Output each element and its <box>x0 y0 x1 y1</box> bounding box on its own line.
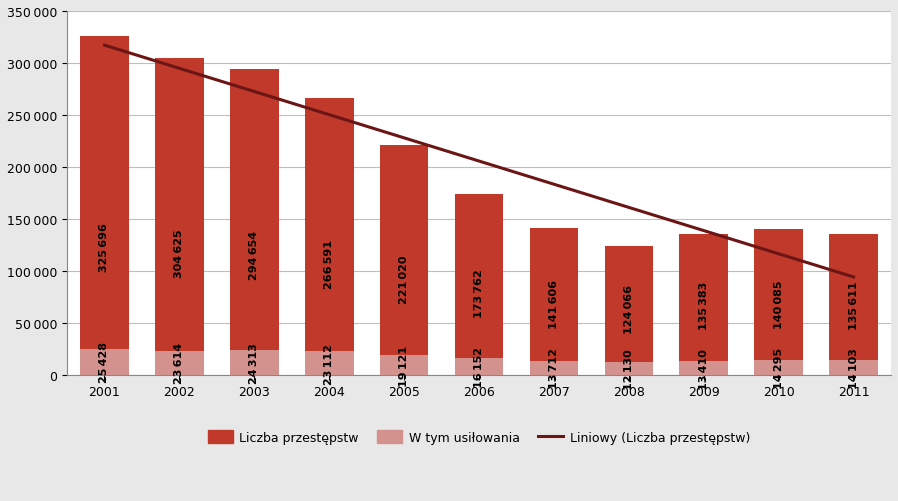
Bar <box>305 351 354 375</box>
Text: 16 152: 16 152 <box>474 347 484 387</box>
Bar <box>380 146 428 375</box>
Text: 13 712: 13 712 <box>549 348 559 389</box>
Text: 12 130: 12 130 <box>624 349 634 389</box>
Text: 14 103: 14 103 <box>849 348 858 388</box>
Legend: Liczba przestępstw, W tym usiłowania, Liniowy (Liczba przestępstw): Liczba przestępstw, W tym usiłowania, Li… <box>203 425 755 449</box>
Text: 135 383: 135 383 <box>699 282 709 330</box>
Text: 221 020: 221 020 <box>399 255 409 303</box>
Text: 135 611: 135 611 <box>849 281 858 329</box>
Bar <box>754 230 803 375</box>
Bar <box>155 59 204 375</box>
Text: 140 085: 140 085 <box>774 280 784 328</box>
Bar <box>530 228 578 375</box>
Text: 13 410: 13 410 <box>699 348 709 389</box>
Text: 24 313: 24 313 <box>250 342 260 383</box>
Text: 23 614: 23 614 <box>174 343 184 384</box>
Bar <box>604 363 653 375</box>
Bar <box>380 356 428 375</box>
Bar <box>155 351 204 375</box>
Text: 19 121: 19 121 <box>399 345 409 386</box>
Text: 14 295: 14 295 <box>774 347 784 388</box>
Bar <box>680 235 728 375</box>
Text: 294 654: 294 654 <box>250 231 260 280</box>
Bar <box>454 195 504 375</box>
Text: 304 625: 304 625 <box>174 229 184 278</box>
Bar <box>230 70 278 375</box>
Bar <box>680 361 728 375</box>
Bar <box>604 246 653 375</box>
Bar <box>80 37 128 375</box>
Bar <box>829 361 878 375</box>
Bar <box>230 350 278 375</box>
Text: 124 066: 124 066 <box>624 285 634 334</box>
Bar <box>80 349 128 375</box>
Text: 266 591: 266 591 <box>324 239 334 288</box>
Bar <box>454 359 504 375</box>
Bar <box>530 361 578 375</box>
Bar <box>305 99 354 375</box>
Text: 325 696: 325 696 <box>100 222 110 271</box>
Bar <box>754 361 803 375</box>
Bar <box>829 234 878 375</box>
Text: 173 762: 173 762 <box>474 269 484 318</box>
Text: 23 112: 23 112 <box>324 343 334 384</box>
Text: 141 606: 141 606 <box>549 279 559 328</box>
Text: 25 428: 25 428 <box>100 342 110 383</box>
